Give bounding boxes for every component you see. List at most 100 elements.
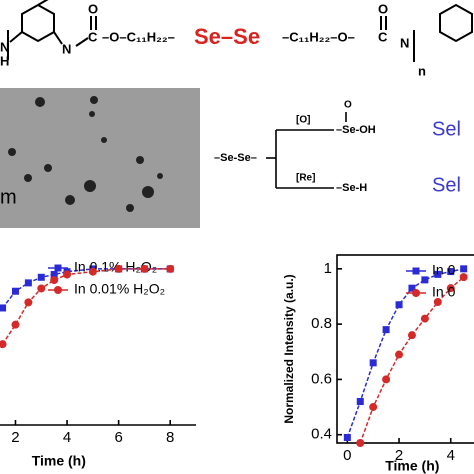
marker	[459, 273, 468, 282]
atom: O	[378, 1, 388, 16]
marker	[88, 267, 97, 276]
y-axis-label: Normalized Intensity (a.u.)	[282, 274, 296, 423]
legend-label: In 0	[432, 262, 456, 278]
marker	[24, 298, 33, 307]
reagent: [O]	[296, 115, 310, 126]
legend-marker	[412, 267, 420, 275]
bond	[37, 0, 49, 6]
chemical-structure: N H N C O –O–C₁₁H₂₂– Se–Se –C₁₁H₂₂–O– C …	[0, 0, 473, 78]
atom: C	[88, 29, 98, 44]
marker	[11, 287, 19, 295]
series-line	[346, 268, 464, 438]
x-axis-label: Time (h)	[32, 453, 86, 469]
particle	[84, 180, 96, 192]
particle	[65, 195, 75, 205]
marker	[395, 350, 404, 359]
micrograph	[0, 88, 200, 228]
marker	[356, 439, 365, 447]
product-label: Sel	[432, 118, 461, 140]
atom: H	[0, 53, 9, 68]
marker	[460, 265, 468, 273]
y-tick-label: 0.8	[311, 315, 332, 332]
atom: O	[88, 1, 98, 16]
marker	[0, 340, 7, 349]
atom: N	[400, 35, 409, 50]
chain: –C₁₁H₂₂–O–	[282, 29, 355, 44]
bond	[9, 31, 23, 43]
marker	[166, 264, 175, 273]
benzene-ring	[21, 3, 55, 43]
marker	[63, 270, 72, 279]
marker	[11, 320, 20, 329]
marker	[369, 359, 377, 367]
marker	[343, 433, 351, 441]
repeat-index: n	[418, 63, 426, 78]
legend-marker	[54, 286, 62, 294]
marker	[24, 279, 32, 287]
atom: O	[344, 100, 352, 111]
scale-label: m	[0, 186, 17, 208]
benzene-ring	[439, 3, 473, 43]
particle	[142, 186, 154, 198]
product: –Se-OH	[336, 124, 376, 136]
marker	[0, 304, 7, 312]
marker	[447, 268, 455, 276]
atom: C	[378, 29, 388, 44]
legend-label: In 0.01% H₂O₂	[74, 281, 165, 297]
reaction-scheme: –Se-Se– [O] [Re] O –Se-OH –Se-H Sel Sel	[214, 100, 461, 197]
particle	[126, 204, 134, 212]
particle	[90, 96, 98, 104]
marker	[382, 375, 391, 384]
y-tick-label: 0.6	[311, 370, 332, 387]
legend-label: In 0	[432, 284, 456, 300]
marker	[433, 298, 442, 306]
reagent: [Re]	[296, 173, 315, 184]
x-tick-label: 0	[343, 447, 351, 464]
marker	[434, 270, 442, 278]
x-tick-label: 4	[63, 429, 71, 446]
particle	[35, 97, 45, 107]
x-tick-label: 2	[395, 447, 403, 464]
particle	[89, 111, 95, 117]
marker	[140, 264, 149, 273]
product: –Se-H	[336, 182, 367, 194]
marker	[356, 398, 364, 406]
marker	[37, 284, 46, 293]
legend-marker	[412, 289, 420, 297]
reactant: –Se-Se–	[214, 152, 257, 164]
particle	[8, 148, 16, 156]
particle	[44, 164, 52, 172]
marker	[408, 284, 416, 292]
marker	[420, 314, 429, 323]
marker	[369, 403, 378, 412]
chart: 0 2 4 0.4 0.6 0.8 1 Time (h) Normalized Intensit…	[282, 254, 474, 474]
y-tick-label: 1	[324, 260, 332, 277]
marker	[395, 301, 403, 309]
particle	[24, 174, 32, 182]
marker	[114, 264, 123, 273]
marker	[50, 276, 59, 285]
marker	[382, 326, 390, 334]
y-tick-label: 0.4	[311, 426, 332, 443]
marker	[446, 284, 455, 293]
x-tick-label: 8	[166, 429, 174, 446]
tem-image: m	[0, 88, 200, 228]
x-tick-label: 2	[11, 429, 19, 446]
x-tick-label: 4	[447, 447, 455, 464]
particle	[101, 137, 107, 143]
atom: N	[62, 41, 71, 56]
x-tick-label: 6	[114, 429, 122, 446]
marker	[37, 273, 45, 281]
bond	[75, 37, 89, 47]
product-label: Sel	[432, 174, 461, 196]
chain: –O–C₁₁H₂₂–	[102, 29, 175, 44]
x-axis-label: Time (h)	[385, 458, 439, 474]
legend-marker	[54, 264, 62, 272]
plot-frame	[336, 254, 474, 444]
marker	[407, 331, 416, 340]
marker	[50, 271, 58, 279]
marker	[421, 276, 429, 284]
series-line	[1, 268, 171, 345]
